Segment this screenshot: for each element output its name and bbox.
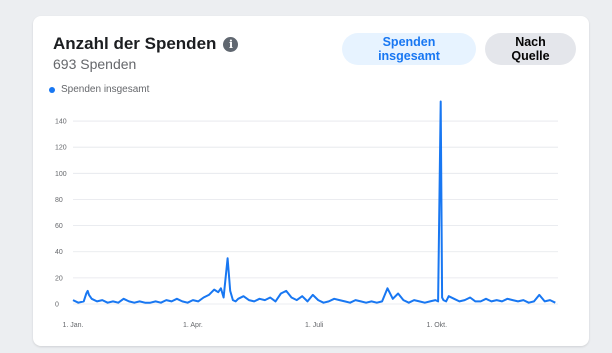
- x-tick-label: 1. Jan.: [62, 322, 83, 329]
- total-donations-button[interactable]: Spenden insgesamt: [342, 33, 476, 65]
- card-title: Anzahl der Spenden: [53, 34, 217, 53]
- y-tick-label: 80: [55, 197, 63, 204]
- title-row: Anzahl der Spenden i: [53, 34, 239, 54]
- info-icon[interactable]: i: [223, 36, 239, 52]
- y-tick-label: 20: [55, 275, 63, 282]
- series-line-spenden-insgesamt: [72, 100, 556, 304]
- legend-dot: [49, 86, 55, 93]
- donations-card: Anzahl der Spenden i 693 Spenden Spenden…: [33, 16, 589, 346]
- y-tick-label: 140: [55, 119, 67, 126]
- x-tick-label: 1. Okt.: [426, 322, 447, 329]
- legend-label: Spenden insgesamt: [61, 84, 150, 95]
- y-tick-label: 40: [55, 249, 63, 256]
- by-source-button[interactable]: Nach Quelle: [485, 33, 576, 65]
- donation-count: 693 Spenden: [53, 56, 137, 72]
- y-tick-label: 100: [55, 171, 67, 178]
- x-tick-label: 1. Apr.: [183, 322, 203, 329]
- y-tick-label: 0: [55, 302, 59, 309]
- donations-line-chart: 0 20 40 60 80 100 120 140 1. Jan. 1. Apr. 1. Juli 1…: [55, 100, 558, 329]
- y-tick-label: 60: [55, 223, 63, 230]
- chart-legend: Spenden insgesamt: [49, 84, 149, 95]
- x-tick-label: 1. Juli: [305, 322, 324, 329]
- y-tick-label: 120: [55, 145, 67, 152]
